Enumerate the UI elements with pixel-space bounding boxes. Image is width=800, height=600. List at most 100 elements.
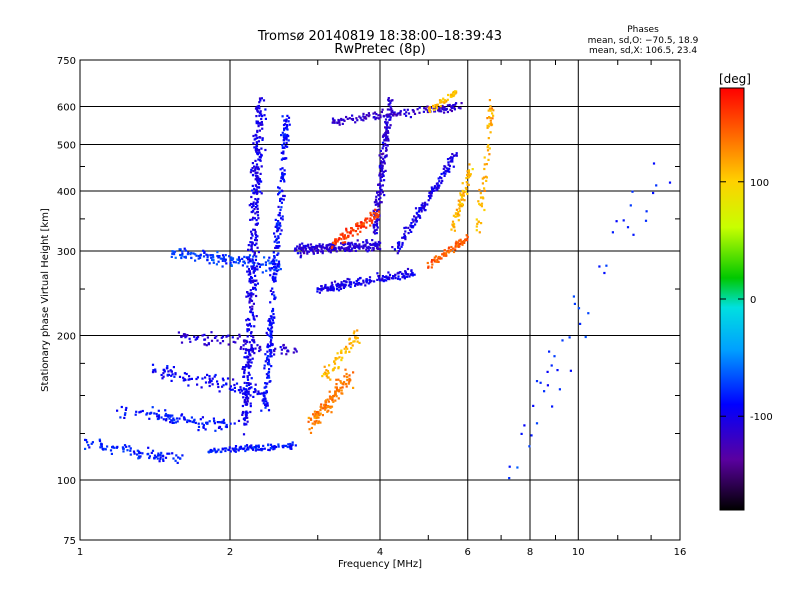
data-point [379, 196, 382, 199]
data-point [103, 447, 106, 450]
data-point [251, 267, 254, 270]
data-point [410, 269, 413, 272]
data-point [254, 232, 257, 235]
data-point [432, 106, 436, 109]
data-point [409, 224, 412, 227]
data-point [373, 216, 376, 219]
data-point [284, 444, 288, 447]
data-point [282, 198, 285, 201]
data-point [252, 281, 255, 284]
data-point [367, 249, 371, 252]
data-point [213, 422, 216, 425]
data-point [420, 204, 423, 207]
data-point [342, 235, 345, 238]
data-point [373, 229, 376, 232]
data-point [251, 357, 254, 360]
data-point [189, 253, 192, 256]
data-point [282, 150, 285, 153]
data-point [159, 456, 162, 459]
data-point [129, 447, 132, 450]
data-point [243, 419, 246, 422]
data-point [232, 448, 235, 451]
data-point [255, 448, 258, 451]
data-point [178, 417, 181, 420]
data-point [275, 266, 278, 269]
data-point [242, 447, 245, 451]
data-point [249, 365, 252, 368]
data-point [248, 353, 251, 356]
data-point [335, 378, 338, 381]
data-point [157, 409, 160, 412]
data-point [242, 344, 245, 347]
data-point [208, 375, 211, 378]
data-point [242, 347, 245, 351]
data-point [246, 400, 249, 403]
data-point [255, 174, 258, 177]
data-point [325, 244, 328, 247]
data-point [380, 168, 383, 171]
data-point [194, 421, 197, 424]
data-point [246, 446, 249, 449]
data-point [320, 285, 323, 288]
data-point [161, 377, 164, 380]
data-point [407, 226, 410, 229]
data-point [166, 365, 169, 368]
data-point [243, 422, 246, 425]
data-point [357, 246, 360, 249]
data-point [405, 114, 408, 117]
data-point [137, 450, 141, 453]
data-point [453, 154, 456, 157]
data-point [409, 273, 412, 276]
data-point [247, 348, 250, 351]
data-point [268, 256, 271, 259]
data-point [252, 209, 255, 212]
data-point [433, 185, 437, 188]
data-point [279, 190, 282, 193]
data-point [365, 278, 368, 281]
data-point [321, 375, 324, 378]
data-point [124, 408, 127, 411]
data-point [369, 211, 372, 214]
data-point [376, 272, 379, 275]
data-point [378, 182, 381, 186]
data-point [655, 184, 658, 187]
data-point [172, 366, 175, 369]
data-point [378, 277, 381, 280]
data-point [222, 379, 225, 382]
data-point [376, 222, 379, 225]
data-point [382, 133, 385, 136]
data-point [467, 171, 470, 174]
data-point [257, 122, 260, 125]
data-point [278, 222, 282, 225]
data-point [354, 337, 357, 340]
data-point [238, 333, 241, 336]
data-point [247, 371, 250, 374]
data-point [430, 194, 433, 197]
data-point [352, 245, 355, 248]
data-point [331, 396, 334, 399]
data-point [275, 245, 278, 248]
data-point [264, 353, 267, 356]
data-point [475, 218, 478, 221]
data-point [332, 395, 335, 398]
data-point [385, 126, 389, 129]
data-point [171, 421, 174, 424]
data-point [467, 169, 471, 172]
data-point [379, 149, 382, 153]
data-point [407, 232, 410, 235]
data-point [374, 223, 377, 226]
data-point [450, 159, 453, 162]
data-point [302, 249, 305, 252]
data-point [422, 110, 425, 113]
data-point [159, 457, 162, 460]
data-point [488, 147, 491, 150]
data-point [444, 165, 447, 168]
data-point [379, 241, 382, 244]
data-point [181, 254, 184, 257]
data-point [449, 250, 452, 253]
data-point [241, 389, 244, 392]
data-point [390, 110, 393, 113]
data-point [465, 177, 468, 180]
data-point [398, 278, 402, 281]
data-point [194, 253, 197, 256]
